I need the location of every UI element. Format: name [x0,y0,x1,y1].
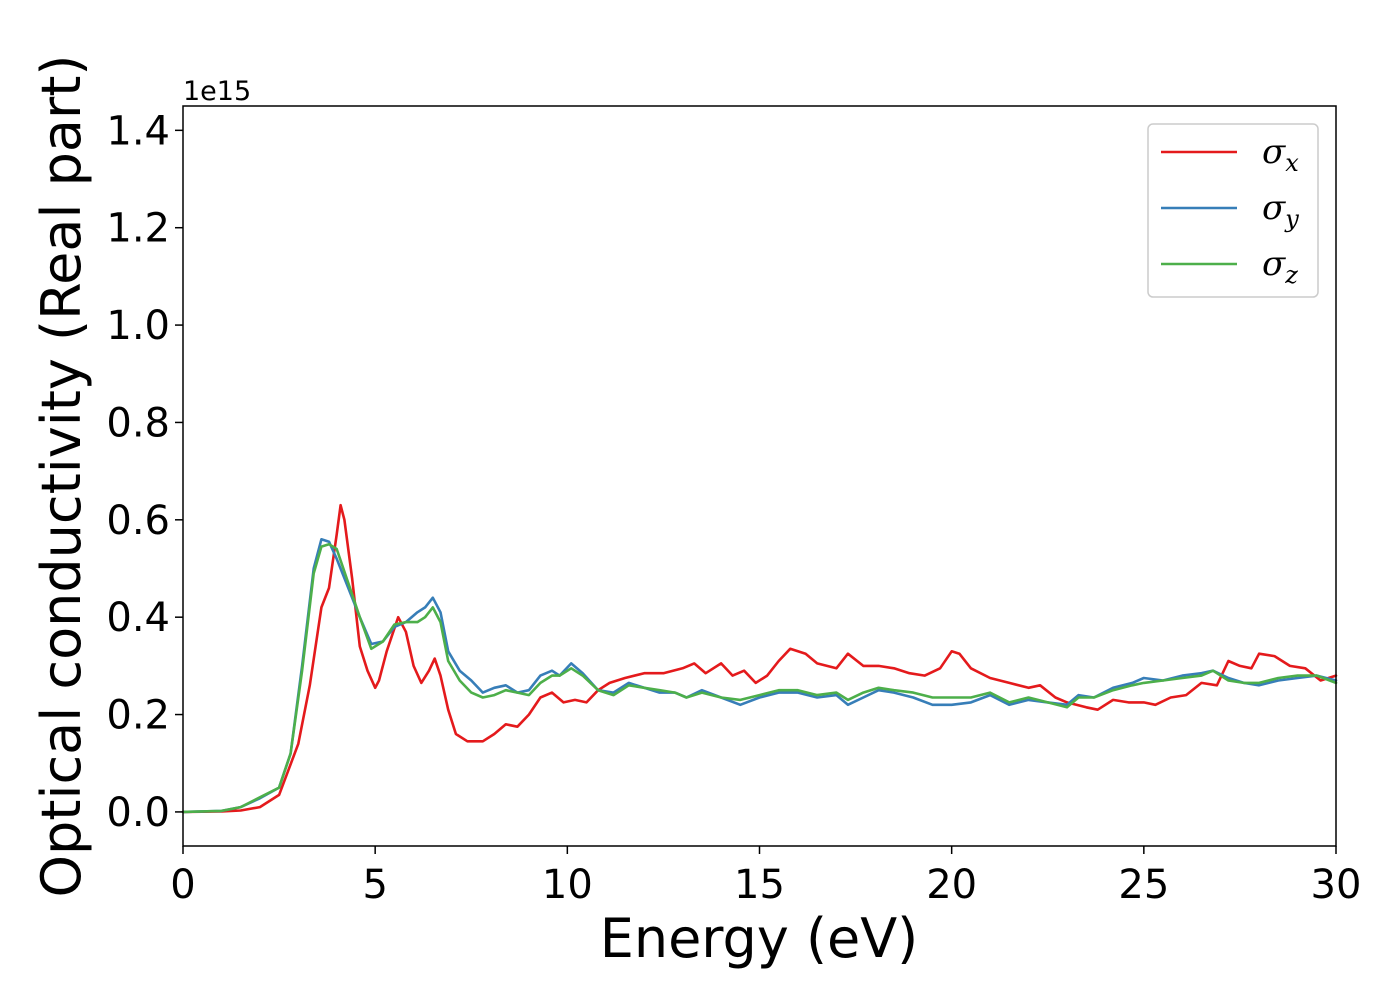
legend: σx σy σz [1147,123,1319,298]
y-tick-label: 0.6 [106,498,170,544]
y-axis-title: Optical conductivity (Real part) [30,55,93,898]
y-offset-label: 1e15 [183,76,251,107]
x-tick-label: 5 [362,862,387,908]
y-tick-label: 1.2 [106,206,170,252]
y-tick-label: 0.4 [106,595,170,641]
y-tick-label: 0.0 [106,790,170,836]
x-tick-label: 15 [734,862,785,908]
legend-label-x: σx [1262,132,1299,177]
y-tick-label: 0.8 [106,400,170,446]
series-line-x [181,503,1338,814]
series-layer [181,503,1338,814]
x-axis-title: Energy (eV) [600,907,919,970]
x-axis-ticks: 0 5 10 15 20 25 30 [170,846,1361,908]
legend-label-y: σy [1262,188,1299,233]
y-tick-label: 1.4 [106,108,170,154]
x-tick-label: 20 [926,862,977,908]
legend-label-z: σz [1262,244,1298,289]
legend-frame [1147,123,1319,298]
y-axis-ticks: 0.0 0.2 0.4 0.6 0.8 1.0 1.2 1.4 [106,108,183,836]
series-line-z [181,542,1338,814]
x-tick-label: 30 [1311,862,1362,908]
x-tick-label: 0 [170,862,195,908]
y-tick-label: 0.2 [106,693,170,739]
y-tick-label: 1.0 [106,303,170,349]
x-tick-label: 10 [542,862,593,908]
x-tick-label: 25 [1118,862,1169,908]
